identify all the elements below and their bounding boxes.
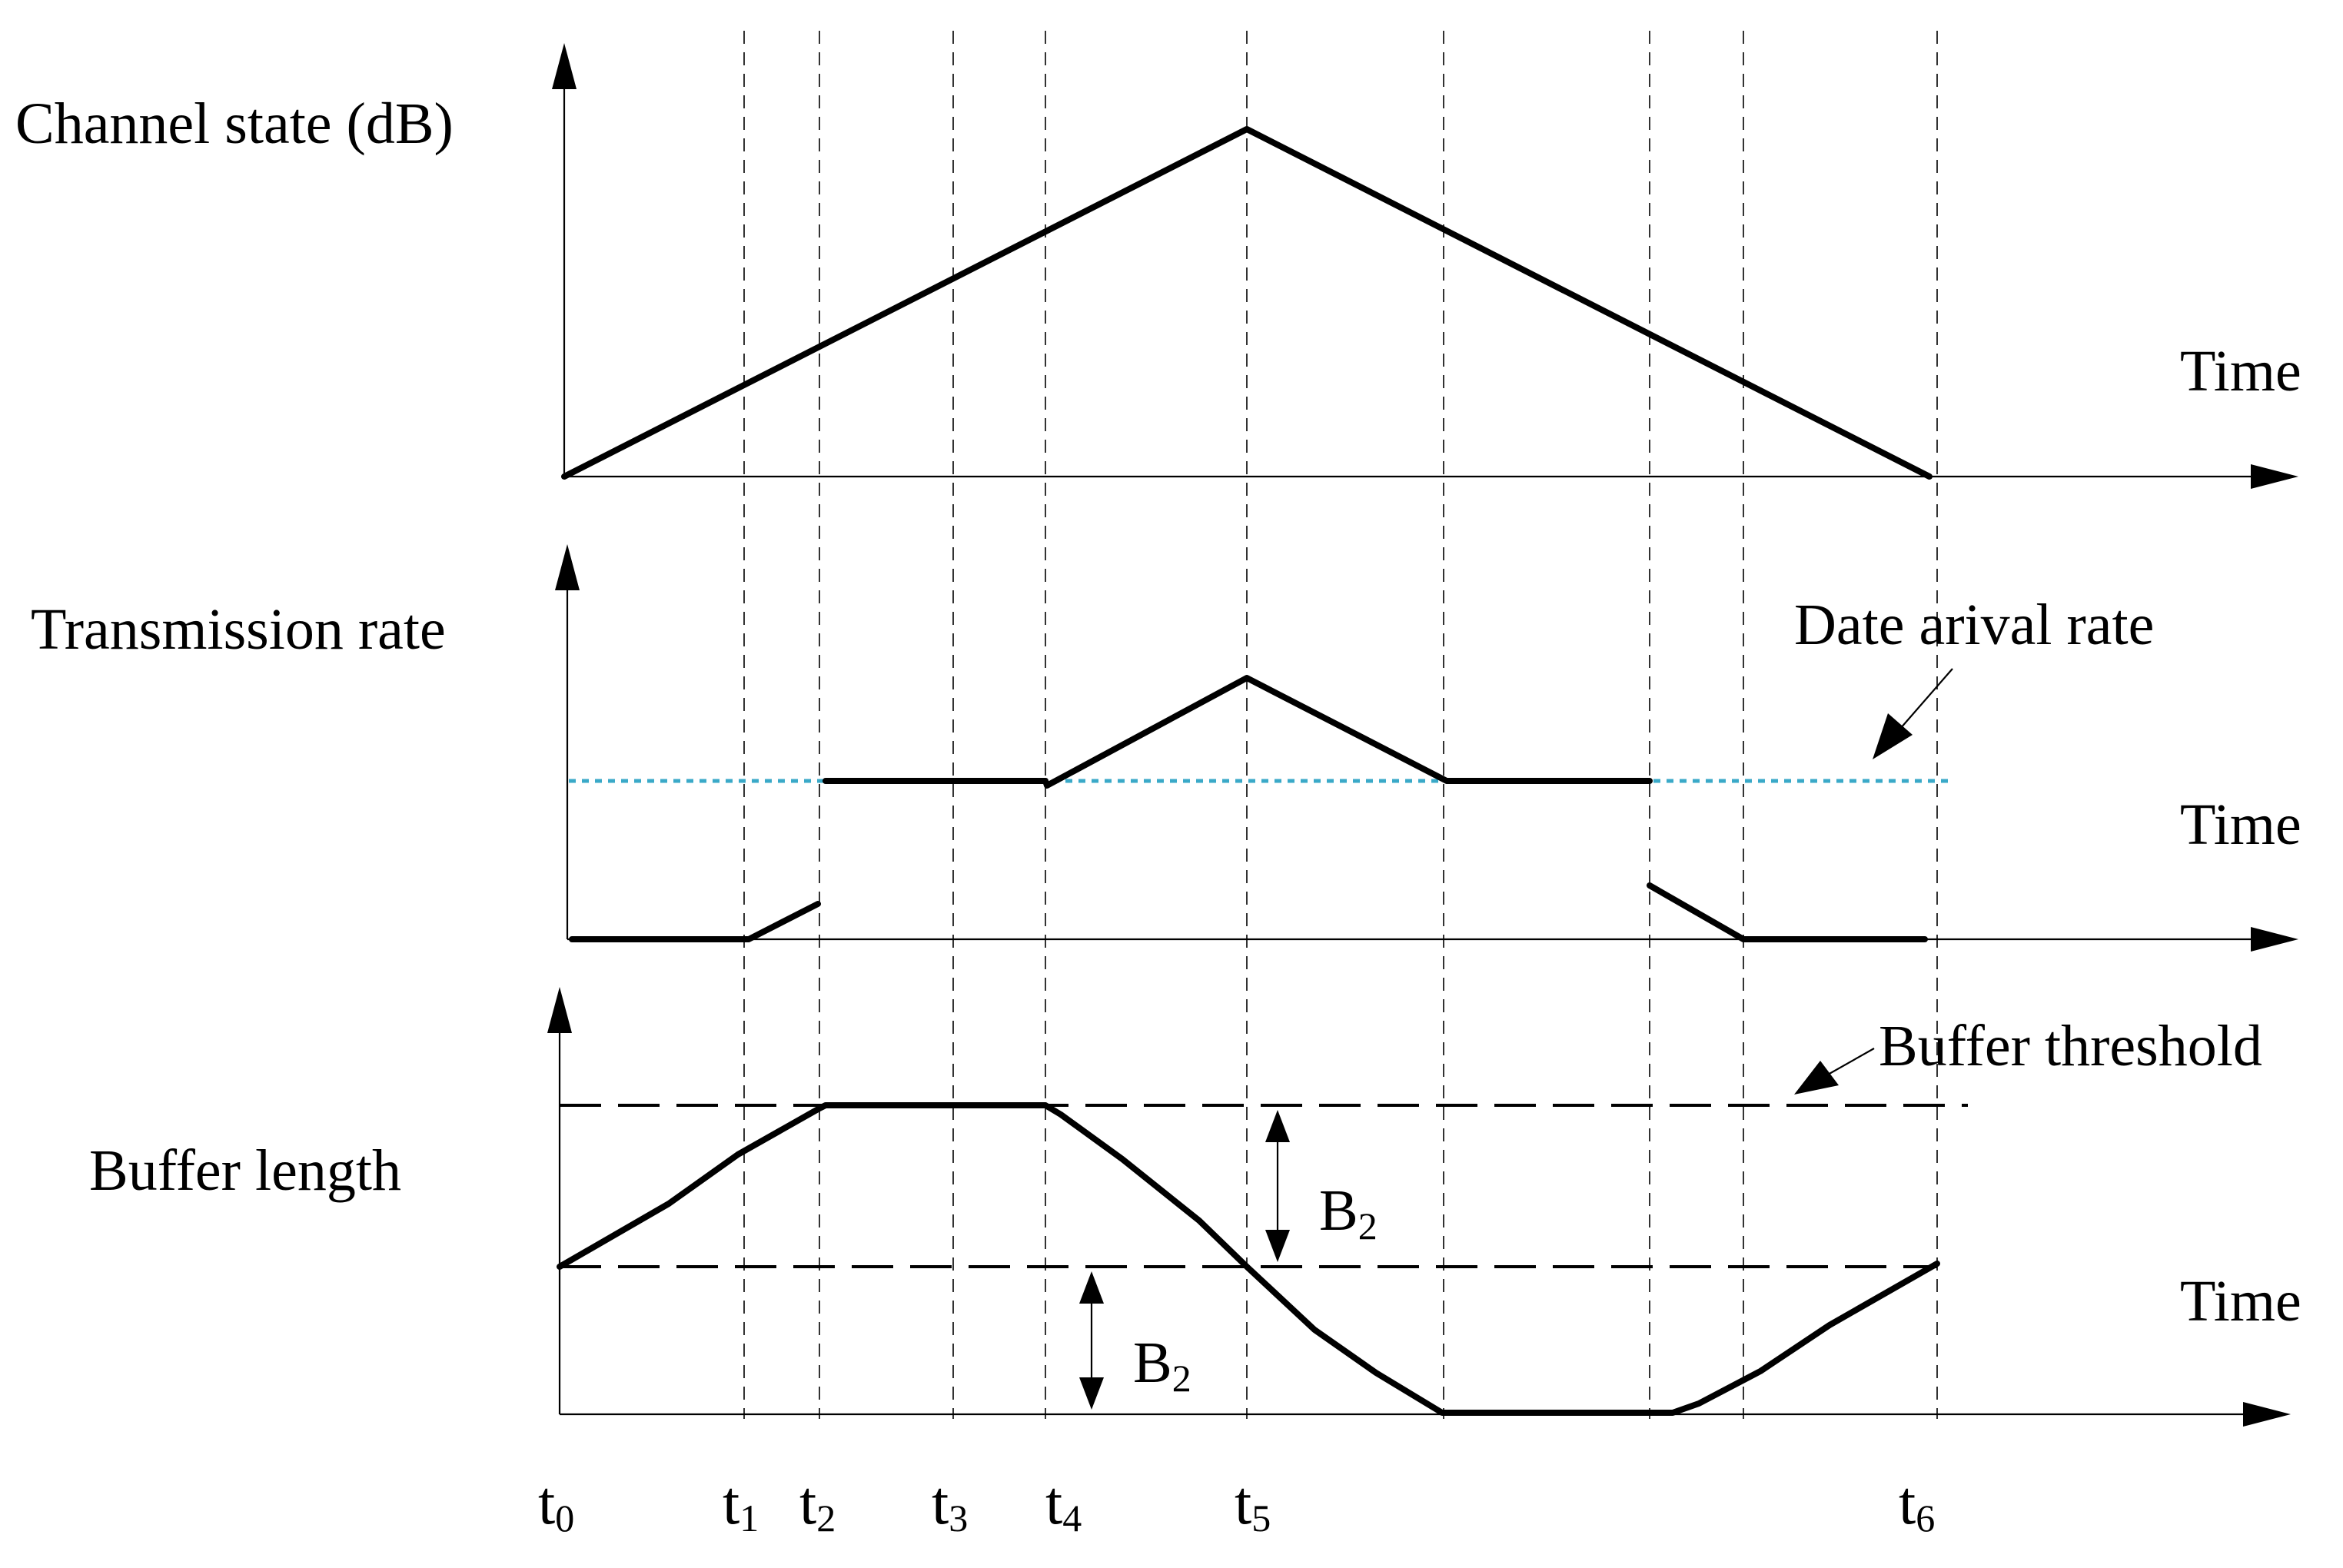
time-marks: t0 t1 t2 t3 t4 t5 t6 [538, 1470, 1935, 1540]
buffer-x-arrowhead [2243, 1402, 2291, 1427]
t5-sub: 5 [1251, 1497, 1271, 1540]
buffer-threshold-label: Buffer threshold [1879, 1014, 2262, 1078]
buffer-length-label: Buffer length [89, 1138, 401, 1203]
channel-state-label: Channel state (dB) [15, 91, 454, 156]
transmission-rate-panel: Transmission rate Date arival rate Time [31, 544, 2301, 952]
t5-main: t [1235, 1470, 1251, 1537]
time-mark-t0: t0 [538, 1470, 574, 1540]
t2-main: t [799, 1470, 816, 1537]
channel-y-arrowhead [552, 43, 577, 89]
b2-lower-label: B2 [1133, 1330, 1191, 1400]
b2-lower-sub: 2 [1172, 1357, 1191, 1400]
buffer-threshold-pointer-head [1794, 1061, 1839, 1095]
time-mark-t4: t4 [1045, 1470, 1082, 1540]
time-mark-t2: t2 [799, 1470, 836, 1540]
t4-sub: 4 [1062, 1497, 1082, 1540]
arrival-rate-label: Date arival rate [1794, 593, 2154, 657]
arrival-rate-pointer-head [1873, 713, 1913, 759]
t3-main: t [932, 1470, 949, 1537]
b2-upper-arrow-top [1265, 1110, 1290, 1142]
channel-state-panel: Channel state (dB) Time [15, 43, 2301, 489]
b2-upper-arrow-bottom [1265, 1230, 1290, 1262]
t1-sub: 1 [739, 1497, 759, 1540]
time-mark-t6: t6 [1899, 1470, 1935, 1540]
t6-sub: 6 [1916, 1497, 1935, 1540]
t1-main: t [723, 1470, 739, 1537]
time-label-buffer: Time [2180, 1269, 2301, 1334]
b2-lower-arrow-bottom [1079, 1377, 1104, 1410]
buffer-y-arrowhead [547, 987, 572, 1033]
time-mark-t3: t3 [932, 1470, 968, 1540]
t0-main: t [538, 1470, 555, 1537]
buffer-length-panel: Buffer length Buffer threshold Time B2 B… [89, 987, 2301, 1427]
buffer-threshold-pointer [1827, 1048, 1875, 1075]
t3-sub: 3 [949, 1497, 968, 1540]
rate-y-arrowhead [555, 544, 580, 590]
time-guides [743, 31, 1938, 1419]
arrival-rate-pointer [1899, 668, 1953, 729]
transmission-rate-label: Transmission rate [31, 597, 446, 662]
channel-x-arrowhead [2251, 464, 2298, 489]
channel-state-curve [561, 126, 1933, 480]
time-mark-t1: t1 [723, 1470, 759, 1540]
time-mark-t5: t5 [1235, 1470, 1271, 1540]
time-label-rate: Time [2180, 792, 2301, 857]
t2-sub: 2 [816, 1497, 836, 1540]
b2-upper-sub: 2 [1358, 1204, 1378, 1247]
t0-sub: 0 [555, 1497, 574, 1540]
t6-main: t [1899, 1470, 1916, 1537]
b2-upper-label: B2 [1319, 1178, 1378, 1247]
rate-segment-2 [823, 675, 1653, 789]
time-label-channel: Time [2180, 339, 2301, 404]
rate-segment-3 [1647, 882, 1928, 942]
b2-lower-arrow-top [1079, 1271, 1104, 1304]
rate-segment-1 [569, 901, 821, 942]
rate-x-arrowhead [2251, 927, 2298, 952]
t4-main: t [1045, 1470, 1062, 1537]
b2-upper-main: B [1319, 1178, 1358, 1243]
b2-lower-main: B [1133, 1330, 1172, 1395]
buffer-length-curve [557, 1102, 1940, 1416]
